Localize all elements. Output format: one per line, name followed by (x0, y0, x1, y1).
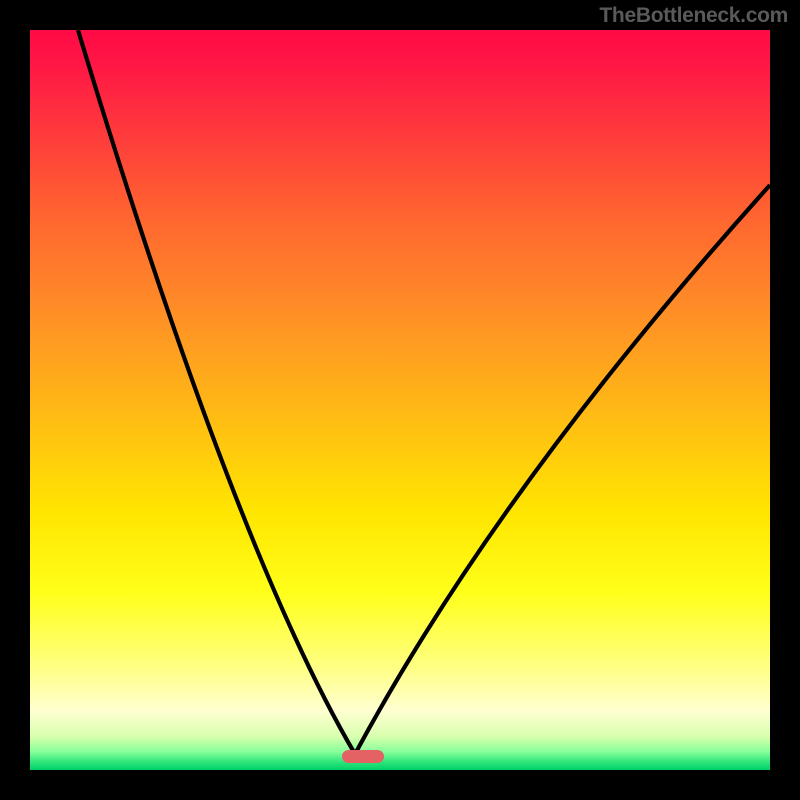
right-curve (355, 185, 770, 754)
curve-layer (30, 30, 770, 770)
watermark-text: TheBottleneck.com (599, 4, 788, 28)
plot-area (30, 30, 770, 770)
vertex-marker (342, 750, 384, 763)
left-curve (78, 30, 355, 754)
